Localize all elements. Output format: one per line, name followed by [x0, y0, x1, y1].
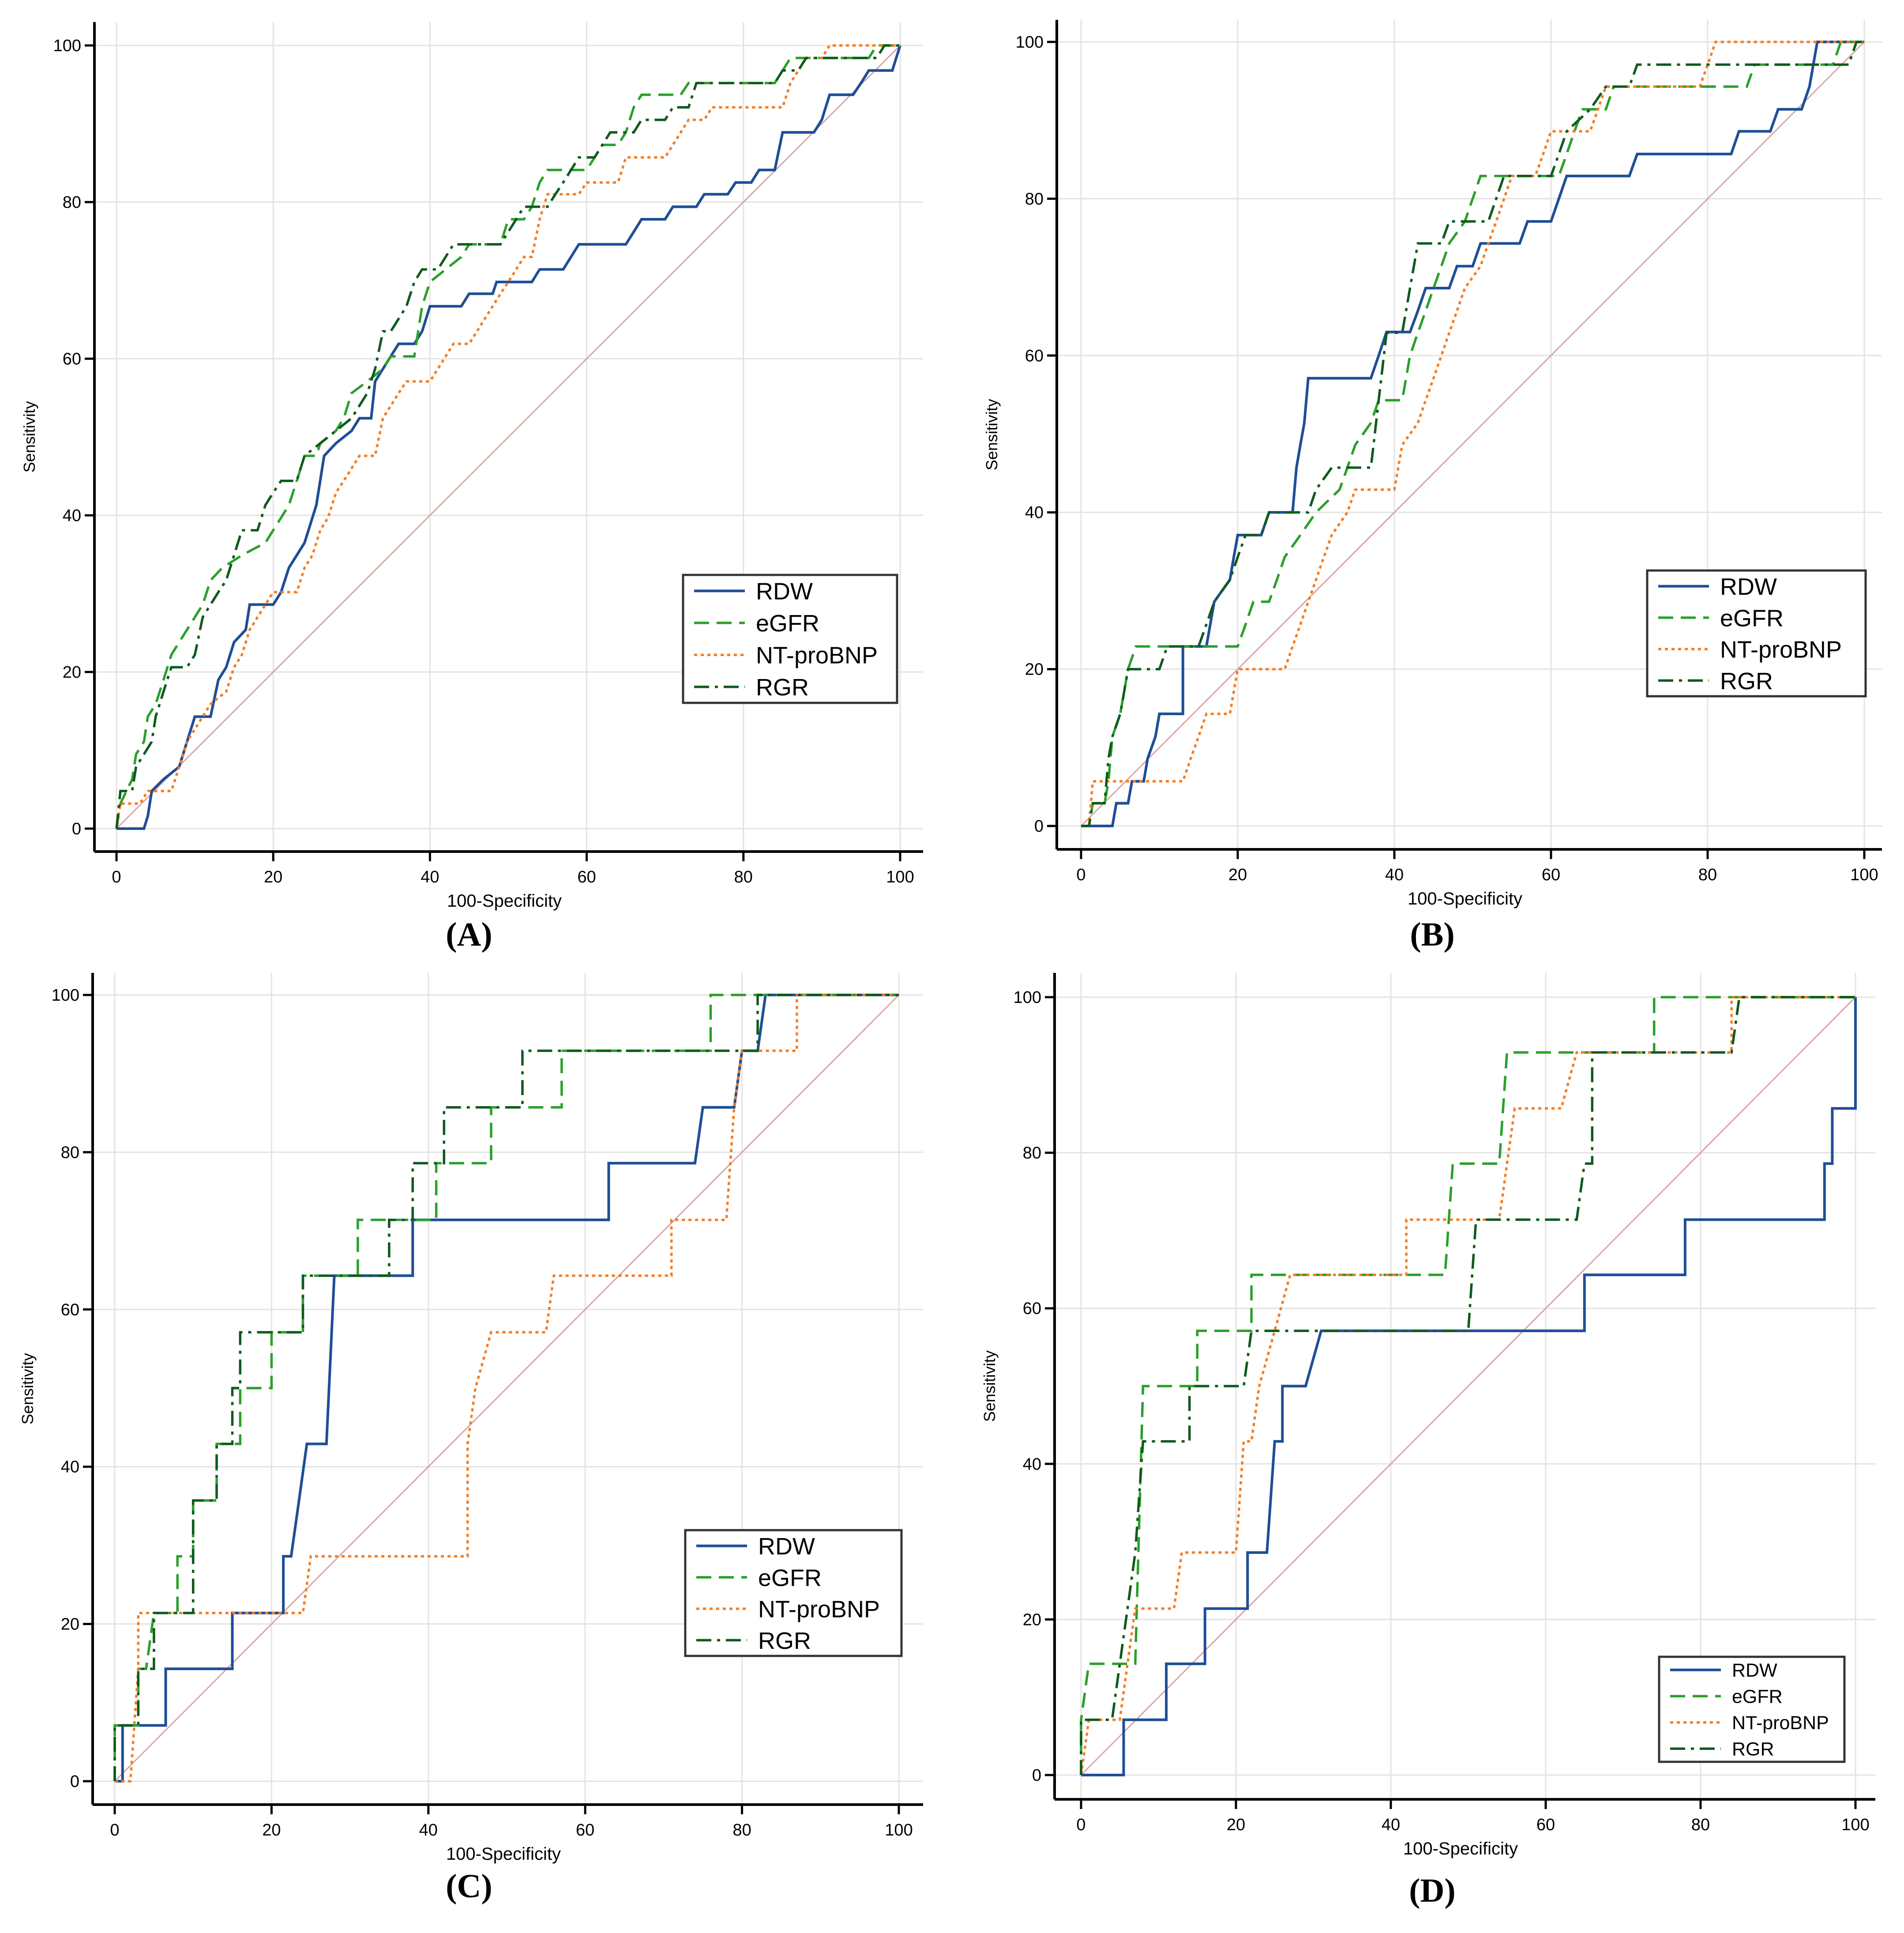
y-tick-label: 80	[1025, 190, 1044, 208]
x-tick-label: 60	[1542, 866, 1560, 884]
y-axis-title: Sensitivity	[983, 399, 1001, 470]
y-tick-label: 100	[53, 37, 81, 55]
x-axis-title: 100-Specificity	[446, 1844, 561, 1864]
legend: RDW eGFR NT-proBNP RGR	[685, 1530, 901, 1656]
y-tick-label: 60	[61, 1301, 79, 1319]
y-tick-label: 0	[1032, 1766, 1041, 1785]
y-tick-label: 100	[1014, 988, 1041, 1007]
legend: RDW eGFR NT-proBNP RGR	[1659, 1657, 1844, 1762]
x-tick-label: 20	[1227, 1816, 1245, 1834]
x-tick-label: 80	[734, 868, 753, 886]
y-tick-label: 0	[1034, 817, 1044, 836]
y-tick-label: 80	[63, 193, 81, 212]
y-tick-label: 20	[63, 663, 81, 682]
x-tick-label: 40	[1385, 866, 1404, 884]
legend-label: eGFR	[1720, 605, 1784, 631]
legend-label: NT-proBNP	[756, 642, 878, 669]
panel-label: (C)	[446, 1868, 492, 1905]
legend-label: RGR	[756, 674, 809, 701]
x-tick-label: 40	[419, 1821, 438, 1839]
reference-diagonal	[116, 45, 900, 829]
x-tick-label: 0	[110, 1821, 119, 1839]
x-tick-label: 0	[112, 868, 121, 886]
x-tick-label: 100	[886, 868, 914, 886]
x-tick-label: 60	[577, 868, 596, 886]
x-tick-label: 20	[1228, 866, 1247, 884]
legend-label: RGR	[1732, 1739, 1774, 1760]
y-tick-label: 60	[63, 350, 81, 368]
x-tick-label: 20	[264, 868, 282, 886]
y-tick-label: 20	[1023, 1610, 1041, 1629]
panel-label: (A)	[446, 916, 492, 953]
legend: RDW eGFR NT-proBNP RGR	[1647, 571, 1866, 696]
x-tick-label: 100	[885, 1821, 913, 1839]
legend-label: eGFR	[758, 1565, 822, 1591]
legend-label: eGFR	[1732, 1686, 1783, 1708]
y-tick-label: 100	[1016, 33, 1044, 52]
x-tick-label: 20	[262, 1821, 281, 1839]
x-tick-label: 80	[1691, 1816, 1710, 1834]
roc-panel-a: 0 20 40 60 80 100 0 20 40 60 80 100 100-Specificity S…	[20, 22, 923, 911]
y-tick-label: 40	[1025, 503, 1044, 522]
y-tick-label: 20	[1025, 661, 1044, 679]
legend-label: RDW	[1720, 574, 1777, 600]
legend: RDW eGFR NT-proBNP RGR	[683, 575, 897, 703]
x-tick-label: 100	[1841, 1816, 1869, 1834]
x-tick-label: 40	[1382, 1816, 1400, 1834]
x-tick-label: 100	[1850, 866, 1878, 884]
y-tick-label: 20	[61, 1615, 79, 1634]
y-tick-label: 60	[1025, 347, 1044, 365]
legend-label: NT-proBNP	[1732, 1712, 1829, 1734]
y-tick-label: 0	[72, 820, 81, 838]
x-axis-title: 100-Specificity	[1403, 1839, 1518, 1858]
y-tick-label: 40	[63, 507, 81, 525]
y-tick-label: 40	[1023, 1455, 1041, 1474]
legend-label: RDW	[1732, 1660, 1777, 1681]
y-tick-label: 0	[70, 1772, 79, 1791]
x-tick-label: 80	[1698, 866, 1717, 884]
x-axis-title: 100-Specificity	[447, 891, 562, 911]
y-tick-label: 40	[61, 1458, 79, 1476]
y-tick-label: 60	[1023, 1299, 1041, 1318]
x-axis-title: 100-Specificity	[1408, 889, 1522, 908]
x-tick-label: 40	[421, 868, 439, 886]
legend-label: NT-proBNP	[1720, 637, 1842, 663]
legend-label: RDW	[758, 1533, 815, 1560]
panel-label: (D)	[1409, 1872, 1456, 1909]
y-tick-label: 100	[52, 986, 79, 1005]
roc-panel-c: 0 20 40 60 80 100 0 20 40 60 80 100 100-Specificity S…	[19, 973, 923, 1864]
y-tick-label: 80	[61, 1143, 79, 1162]
legend-label: RGR	[1720, 668, 1773, 694]
legend-label: RGR	[758, 1628, 811, 1654]
panel-label: (B)	[1410, 916, 1454, 953]
roc-figure: 0 20 40 60 80 100 0 20 40 60 80 100 100-Specificity S…	[0, 0, 1904, 1933]
x-tick-label: 0	[1076, 866, 1085, 884]
x-tick-label: 0	[1076, 1816, 1085, 1834]
x-tick-label: 60	[1536, 1816, 1555, 1834]
legend-label: NT-proBNP	[758, 1596, 880, 1623]
x-tick-label: 80	[732, 1821, 751, 1839]
legend-label: RDW	[756, 578, 813, 605]
roc-panel-d: 0 20 40 60 80 100 0 20 40 60 80 100 100-Specificity S…	[980, 973, 1875, 1858]
y-axis-title: Sensitivity	[20, 401, 38, 473]
roc-panel-b: 0 20 40 60 80 100 0 20 40 60 80 100 100-Specificity S…	[983, 20, 1882, 908]
y-axis-title: Sensitivity	[19, 1353, 37, 1424]
y-axis-title: Sensitivity	[980, 1350, 999, 1422]
x-tick-label: 60	[576, 1821, 594, 1839]
y-tick-label: 80	[1023, 1144, 1041, 1163]
legend-label: eGFR	[756, 610, 819, 637]
reference-diagonal	[1081, 42, 1864, 826]
